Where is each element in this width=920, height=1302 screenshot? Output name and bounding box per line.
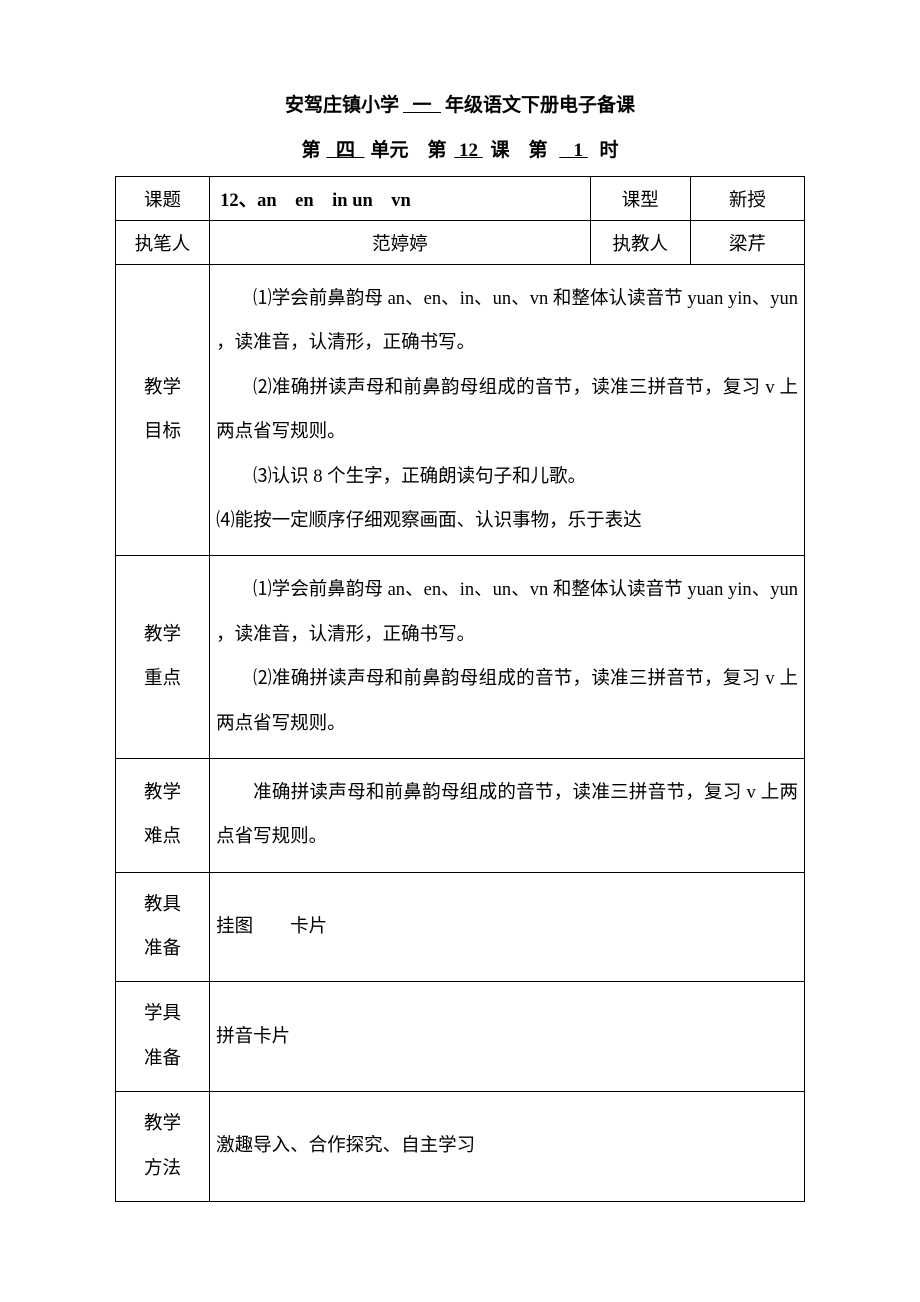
table-row: 教学目标 ⑴学会前鼻韵母 an、en、in、un、vn 和整体认读音节 yuan… <box>116 265 805 556</box>
grade-blank: 一 <box>399 90 445 117</box>
zhibi-label: 执笔人 <box>116 221 210 265</box>
difficulty-p1: 准确拼读声母和前鼻韵母组成的音节，读准三拼音节，复习 v 上两点省写规则。 <box>216 771 798 860</box>
goals-p2: ⑵准确拼读声母和前鼻韵母组成的音节，读准三拼音节，复习 v 上两点省写规则。 <box>216 366 798 455</box>
kexing-value: 新授 <box>690 177 804 221</box>
table-row: 教具准备 挂图 卡片 <box>116 872 805 982</box>
lesson-no: 12 <box>447 140 491 162</box>
zhijiao-value: 梁芹 <box>690 221 804 265</box>
difficulty-content: 准确拼读声母和前鼻韵母组成的音节，读准三拼音节，复习 v 上两点省写规则。 <box>210 758 805 872</box>
table-row: 课题 12、an en in un vn 课型 新授 <box>116 177 805 221</box>
kexing-label: 课型 <box>590 177 690 221</box>
goals-p3: ⑶认识 8 个生字，正确朗读句子和儿歌。 <box>216 455 798 499</box>
method-label: 教学方法 <box>116 1092 210 1202</box>
lesson-prefix: 第 <box>427 140 446 161</box>
lesson-plan-table: 课题 12、an en in un vn 课型 新授 执笔人 范婷婷 执教人 梁… <box>115 176 805 1202</box>
keti-label: 课题 <box>116 177 210 221</box>
keypoints-label: 教学重点 <box>116 556 210 759</box>
goals-p4: ⑷能按一定顺序仔细观察画面、认识事物，乐于表达 <box>216 499 798 543</box>
keypoints-p1: ⑴学会前鼻韵母 an、en、in、un、vn 和整体认读音节 yuan yin、… <box>216 568 798 657</box>
keypoints-p2: ⑵准确拼读声母和前鼻韵母组成的音节，读准三拼音节，复习 v 上两点省写规则。 <box>216 657 798 746</box>
goals-label: 教学目标 <box>116 265 210 556</box>
teachprep-content: 挂图 卡片 <box>210 872 805 982</box>
keti-value: 12、an en in un vn <box>210 177 591 221</box>
table-row: 教学难点 准确拼读声母和前鼻韵母组成的音节，读准三拼音节，复习 v 上两点省写规… <box>116 758 805 872</box>
zhijiao-label: 执教人 <box>590 221 690 265</box>
studprep-content: 拼音卡片 <box>210 982 805 1092</box>
page-subtitle: 第 四 单元 第 12 课 第 1 时 <box>115 135 805 162</box>
page-title: 安驾庄镇小学 一 年级语文下册电子备课 <box>115 90 805 117</box>
teachprep-label: 教具准备 <box>116 872 210 982</box>
unit-suffix: 单元 <box>370 140 408 161</box>
method-content: 激趣导入、合作探究、自主学习 <box>210 1092 805 1202</box>
studprep-value: 拼音卡片 <box>216 1015 798 1059</box>
school-name: 安驾庄镇小学 <box>285 95 399 116</box>
table-row: 教学重点 ⑴学会前鼻韵母 an、en、in、un、vn 和整体认读音节 yuan… <box>116 556 805 759</box>
lesson-suffix: 课 <box>491 140 510 161</box>
keypoints-content: ⑴学会前鼻韵母 an、en、in、un、vn 和整体认读音节 yuan yin、… <box>210 556 805 759</box>
studprep-label: 学具准备 <box>116 982 210 1092</box>
method-value: 激趣导入、合作探究、自主学习 <box>216 1124 798 1168</box>
table-row: 教学方法 激趣导入、合作探究、自主学习 <box>116 1092 805 1202</box>
goals-p1: ⑴学会前鼻韵母 an、en、in、un、vn 和整体认读音节 yuan yin、… <box>216 277 798 366</box>
unit-prefix: 第 <box>301 140 320 161</box>
zhibi-value: 范婷婷 <box>210 221 591 265</box>
teachprep-value: 挂图 卡片 <box>216 905 798 949</box>
table-row: 学具准备 拼音卡片 <box>116 982 805 1092</box>
period-suffix: 时 <box>600 140 619 161</box>
goals-content: ⑴学会前鼻韵母 an、en、in、un、vn 和整体认读音节 yuan yin、… <box>210 265 805 556</box>
difficulty-label: 教学难点 <box>116 758 210 872</box>
period-prefix: 第 <box>529 140 548 161</box>
table-row: 执笔人 范婷婷 执教人 梁芹 <box>116 221 805 265</box>
period-no: 1 <box>548 140 600 162</box>
unit-no: 四 <box>320 135 370 162</box>
title-suffix: 年级语文下册电子备课 <box>445 95 635 116</box>
